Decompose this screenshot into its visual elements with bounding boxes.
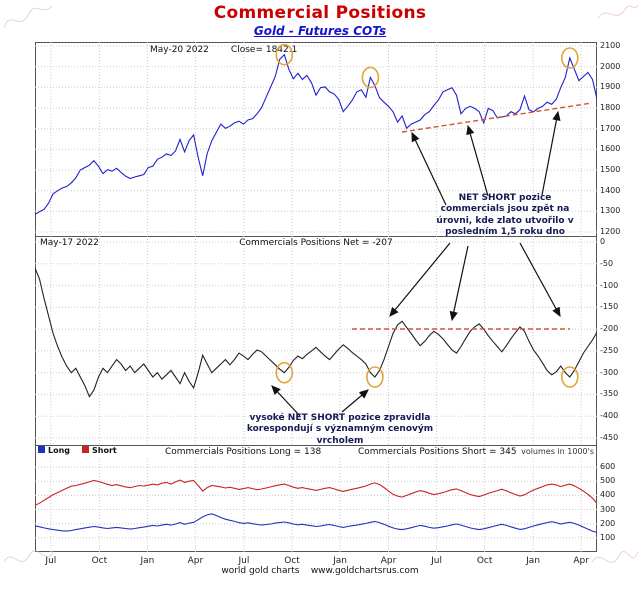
y-axis-tick: -50 <box>600 258 614 268</box>
short-total-label: Commercials Positions Short = 345 <box>358 447 517 457</box>
net-positions-panel <box>35 236 597 445</box>
y-axis-tick: -300 <box>600 367 619 377</box>
x-axis-tick: Oct <box>91 556 108 566</box>
y-axis-tick: -150 <box>600 302 619 312</box>
price-header: May-20 2022 Close= 1842.1 <box>150 45 297 55</box>
y-axis-tick: 1700 <box>600 123 621 133</box>
x-axis-tick: Jul <box>431 556 442 566</box>
y-axis-tick: 1200 <box>600 227 621 236</box>
series-net <box>35 267 597 398</box>
y-axis-tick: 200 <box>600 518 616 528</box>
net-date-label: May-17 2022 <box>40 238 99 248</box>
x-axis-tick: Jan <box>526 556 541 566</box>
x-axis-tick: Apr <box>573 556 589 566</box>
y-axis-tick: -450 <box>600 433 619 442</box>
note-line: korespondují s významným cenovým vrchole… <box>246 424 434 446</box>
y-axis-tick: -400 <box>600 411 619 421</box>
x-axis-tick: Jan <box>333 556 347 566</box>
price-close-label: Close= 1842.1 <box>230 45 298 55</box>
y-axis-tick: 600 <box>600 462 616 472</box>
legend-item-long: Long <box>38 446 70 455</box>
long-short-panel <box>35 458 597 552</box>
note-line: NET SHORT pozice <box>458 193 552 203</box>
units-note: volumes in 1000's <box>521 447 594 456</box>
y-axis-tick: 500 <box>600 476 616 486</box>
x-axis-tick: Apr <box>380 556 397 566</box>
long-total-label: Commercials Positions Long = 138 <box>165 447 322 457</box>
chart-subtitle: Gold - Futures COTs <box>253 24 387 38</box>
panel-separator-bottom <box>35 445 597 446</box>
series-long <box>35 513 597 534</box>
x-axis-tick: Apr <box>187 556 204 566</box>
page-title: Commercial Positions <box>213 3 427 23</box>
short-swatch <box>82 446 90 453</box>
volume-legend: Long Short <box>38 446 117 455</box>
x-axis-tick: Jan <box>140 556 155 566</box>
legend-item-short: Short <box>82 446 117 455</box>
y-axis-tick: 1800 <box>600 103 621 112</box>
note-line: posledním 1,5 roku dno <box>445 226 565 237</box>
y-axis-tick: 1900 <box>600 82 621 92</box>
net-value-label: Commercials Positions Net = -207 <box>239 238 393 248</box>
y-axis-tick: 0 <box>600 237 606 246</box>
y-axis-tick: 1600 <box>600 144 621 154</box>
panel-separator-top <box>35 236 597 237</box>
y-axis-tick: 1500 <box>600 165 621 174</box>
x-axis-tick: Jul <box>45 556 57 566</box>
y-axis-tick: 2000 <box>600 61 621 71</box>
x-axis-tick: Oct <box>284 556 300 566</box>
y-axis-tick: 300 <box>600 504 616 514</box>
note-line: commercials jsou zpět na <box>440 204 570 215</box>
note-net-short-tops: vysoké NET SHORT pozice zpravidla koresp… <box>238 413 442 447</box>
y-axis-tick: -200 <box>600 324 619 334</box>
watermark-scribble <box>591 551 639 563</box>
y-axis-tick: -100 <box>600 280 619 290</box>
y-axis-tick: 400 <box>600 490 616 500</box>
footer-source: world gold charts www.goldchartsrus.com <box>221 566 419 576</box>
x-axis-tick: Oct <box>476 556 493 566</box>
y-axis-tick: 2100 <box>600 41 621 50</box>
y-axis-tick: 1300 <box>600 206 621 216</box>
y-axis-tick: 100 <box>600 532 616 542</box>
note-net-short-level: NET SHORT pozice commercials jsou zpět n… <box>418 193 592 238</box>
price-date-label: May-20 2022 <box>150 45 209 55</box>
series-short <box>35 479 597 506</box>
y-axis-tick: 1400 <box>600 185 621 195</box>
x-axis-tick: Jul <box>238 556 250 566</box>
y-axis-tick: -250 <box>600 345 619 355</box>
legend-label-short: Short <box>92 446 117 455</box>
note-line: úrovni, kde zlato utvořilo v <box>436 215 574 226</box>
long-swatch <box>38 446 45 453</box>
note-line: vysoké NET SHORT pozice zpravidla <box>249 413 431 423</box>
y-axis-tick: -350 <box>600 389 619 399</box>
legend-label-long: Long <box>48 446 71 455</box>
